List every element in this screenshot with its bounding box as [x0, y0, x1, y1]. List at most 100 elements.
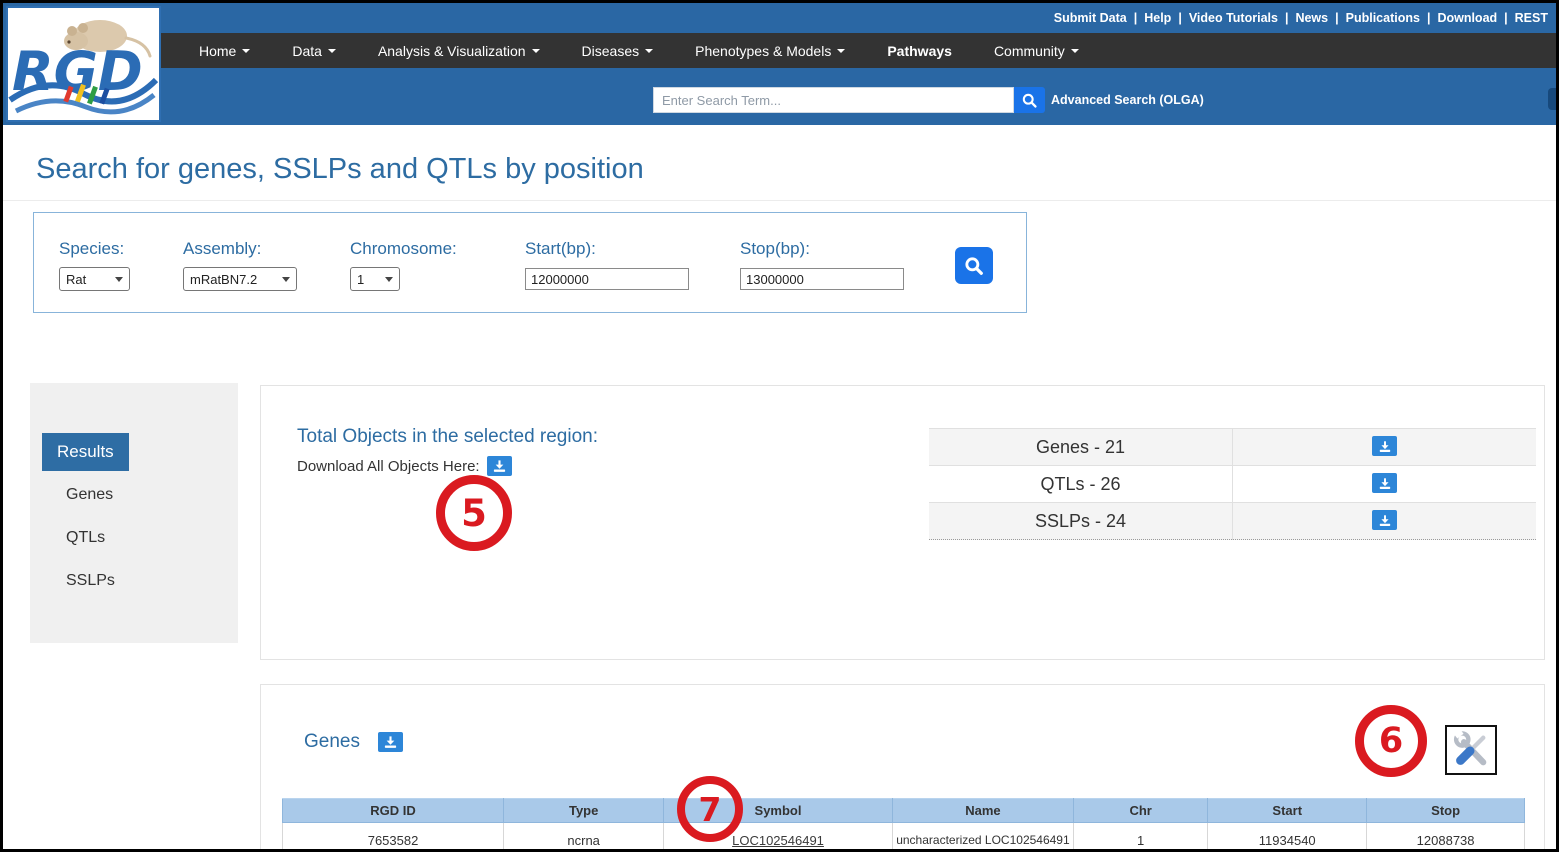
- table-row: Genes - 21: [929, 428, 1536, 466]
- species-select[interactable]: Rat: [59, 267, 130, 291]
- rgd-logo[interactable]: RGD: [6, 6, 161, 122]
- separator: |: [1133, 11, 1138, 25]
- separator: |: [1504, 11, 1508, 25]
- nav-diseases[interactable]: Diseases: [561, 33, 675, 68]
- site-search-input[interactable]: [653, 87, 1014, 113]
- col-chr: Chr: [1073, 798, 1209, 823]
- download-icon: [493, 460, 505, 472]
- search-icon: [1022, 93, 1037, 108]
- col-type: Type: [503, 798, 665, 823]
- rgd-logo-graphic: RGD: [8, 20, 159, 115]
- assembly-label: Assembly:: [183, 239, 262, 258]
- species-label: Species:: [59, 239, 125, 258]
- nav-pathways[interactable]: Pathways: [866, 33, 973, 68]
- stop-bp-input[interactable]: [740, 268, 904, 290]
- chevron-down-icon: [327, 48, 336, 53]
- stop-bp-label: Stop(bp):: [740, 239, 810, 258]
- download-genes-table-button[interactable]: [377, 732, 403, 752]
- header-search-row: Advanced Search (OLGA): [3, 68, 1556, 125]
- link-rest[interactable]: REST: [1514, 11, 1548, 25]
- link-news[interactable]: News: [1295, 11, 1329, 25]
- sidebar-item-genes[interactable]: Genes: [66, 486, 114, 503]
- download-all-label: Download All Objects Here:: [297, 457, 480, 475]
- separator: |: [1426, 11, 1431, 25]
- nav-data[interactable]: Data: [271, 33, 357, 68]
- divider: [3, 200, 1556, 201]
- col-stop: Stop: [1366, 798, 1525, 823]
- cell-rgd-id: 7653582: [281, 822, 505, 849]
- nav-diseases-label: Diseases: [581, 42, 640, 59]
- position-search-button[interactable]: [955, 247, 993, 284]
- start-bp-label: Start(bp):: [525, 239, 596, 258]
- nav-analysis-visualization[interactable]: Analysis & Visualization: [357, 33, 561, 68]
- chromosome-select[interactable]: 1: [350, 267, 400, 291]
- utility-links: Submit Data | Help | Video Tutorials | N…: [3, 3, 1556, 33]
- chromosome-select-wrap: 1: [350, 267, 400, 291]
- chevron-down-icon: [531, 48, 540, 53]
- nav-phenotypes-models[interactable]: Phenotypes & Models: [674, 33, 866, 68]
- col-name: Name: [891, 798, 1075, 823]
- nav-analysis-label: Analysis & Visualization: [377, 42, 526, 59]
- link-video-tutorials[interactable]: Video Tutorials: [1188, 11, 1278, 25]
- separator: |: [1335, 11, 1339, 25]
- chevron-down-icon: [837, 48, 846, 53]
- page-title: Search for genes, SSLPs and QTLs by posi…: [36, 153, 644, 185]
- sidebar-item-results[interactable]: Results: [42, 433, 129, 471]
- feedback-edge-tab[interactable]: [1548, 88, 1556, 110]
- separator: |: [1284, 11, 1289, 25]
- cell-chr: 1: [1073, 822, 1209, 849]
- assembly-select-wrap: mRatBN7.2: [183, 267, 297, 291]
- sidebar-item-sslps[interactable]: SSLPs: [66, 572, 115, 589]
- cell-start: 11934540: [1207, 822, 1368, 849]
- chevron-down-icon: [242, 48, 251, 53]
- start-bp-input[interactable]: [525, 268, 689, 290]
- sslps-count: SSLPs - 24: [929, 502, 1233, 540]
- cell-stop: 12088738: [1366, 822, 1525, 849]
- qtls-count: QTLs - 26: [929, 465, 1233, 503]
- table-header-row: RGD ID Type Symbol Name Chr Start Stop: [281, 798, 1525, 823]
- nav-community[interactable]: Community: [973, 33, 1100, 68]
- genes-count: Genes - 21: [929, 428, 1233, 466]
- chromosome-label: Chromosome:: [350, 239, 457, 258]
- download-icon: [1379, 515, 1390, 526]
- main-navbar: Home Data Analysis & Visualization Disea…: [160, 33, 1556, 68]
- nav-home[interactable]: Home: [178, 33, 271, 68]
- cell-symbol: LOC102546491: [663, 822, 893, 849]
- site-search-button[interactable]: [1014, 87, 1045, 113]
- download-all-button[interactable]: [486, 456, 512, 476]
- col-start: Start: [1207, 798, 1368, 823]
- object-counts-table: Genes - 21 QTLs - 26: [929, 428, 1536, 540]
- link-submit-data[interactable]: Submit Data: [1053, 11, 1127, 25]
- sidebar-item-qtls[interactable]: QTLs: [66, 529, 106, 546]
- assembly-select[interactable]: mRatBN7.2: [183, 267, 297, 291]
- results-sidebar: Results Genes QTLs SSLPs: [30, 383, 238, 643]
- separator: |: [1178, 11, 1182, 25]
- tools-icon: [1453, 728, 1487, 766]
- download-qtls-button[interactable]: [1372, 473, 1397, 494]
- total-objects-heading: Total Objects in the selected region:: [297, 426, 599, 447]
- download-all-line: Download All Objects Here:: [297, 456, 512, 476]
- advanced-search-link[interactable]: Advanced Search (OLGA): [1051, 93, 1204, 107]
- table-settings-button[interactable]: [1445, 725, 1497, 775]
- table-row: SSLPs - 24: [929, 502, 1536, 540]
- link-help[interactable]: Help: [1144, 11, 1172, 25]
- download-genes-button[interactable]: [1372, 436, 1397, 457]
- genes-panel: Genes RGD I: [260, 684, 1545, 849]
- download-sslps-button[interactable]: [1372, 510, 1397, 531]
- sslps-download-cell: [1232, 502, 1536, 540]
- gene-symbol-link[interactable]: LOC102546491: [732, 833, 824, 848]
- link-download[interactable]: Download: [1437, 11, 1498, 25]
- nav-pathways-label: Pathways: [887, 42, 952, 59]
- nav-home-label: Home: [199, 42, 237, 59]
- link-publications[interactable]: Publications: [1345, 11, 1420, 25]
- genes-results-table: RGD ID Type Symbol Name Chr Start Stop 7…: [281, 798, 1525, 849]
- download-icon: [1379, 441, 1390, 452]
- nav-community-label: Community: [993, 42, 1065, 59]
- total-objects-panel: Total Objects in the selected region: Do…: [260, 385, 1545, 660]
- table-row: QTLs - 26: [929, 465, 1536, 503]
- cell-name: uncharacterized LOC102546491: [891, 822, 1075, 849]
- genes-heading: Genes: [304, 731, 360, 752]
- nav-data-label: Data: [292, 42, 322, 59]
- qtls-download-cell: [1232, 465, 1536, 503]
